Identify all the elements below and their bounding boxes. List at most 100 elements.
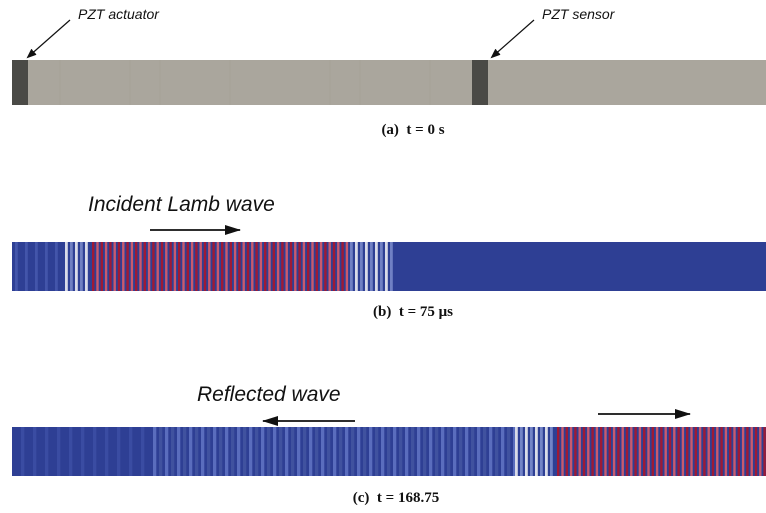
wave-stripe xyxy=(35,242,38,291)
wave-stripe xyxy=(289,242,293,291)
panel-c-graphic xyxy=(12,409,766,476)
wave-stripe xyxy=(677,427,680,476)
wave-stripe xyxy=(315,427,319,476)
wave-stripe xyxy=(612,427,616,476)
wave-stripe xyxy=(195,427,199,476)
wave-stripe xyxy=(238,242,241,291)
wave-stripe xyxy=(345,242,349,291)
wave-stripe xyxy=(638,427,642,476)
wave-stripe xyxy=(393,427,397,476)
wave-stripe xyxy=(246,242,250,291)
wave-stripe xyxy=(724,427,728,476)
wave-stripe xyxy=(273,427,277,476)
wave-stripe xyxy=(754,427,758,476)
wave-stripe xyxy=(411,427,415,476)
wave-stripe xyxy=(221,242,224,291)
plate-b xyxy=(12,242,766,291)
wave-stripe xyxy=(381,427,385,476)
wave-stripe xyxy=(199,242,202,291)
wave-stripe xyxy=(720,427,723,476)
wave-stripe xyxy=(483,427,487,476)
wave-stripe xyxy=(81,427,85,476)
wave-stripe xyxy=(183,427,187,476)
wave-stripe xyxy=(625,427,629,476)
wave-stripe xyxy=(268,242,271,291)
wave-stripe xyxy=(21,427,25,476)
wave-stripe xyxy=(57,427,61,476)
wave-stripe xyxy=(303,427,307,476)
wave-stripe xyxy=(311,242,314,291)
wave-stripe xyxy=(15,242,18,291)
wave-stripe xyxy=(385,242,388,291)
wave-stripe xyxy=(294,242,297,291)
wave-stripe xyxy=(375,242,378,291)
wave-stripe xyxy=(309,427,313,476)
wave-stripe xyxy=(535,427,538,476)
wave-stripe xyxy=(525,427,528,476)
wave-stripe xyxy=(207,427,211,476)
wave-stripe xyxy=(297,427,301,476)
wave-stripe xyxy=(231,427,235,476)
wave-stripe xyxy=(126,242,129,291)
wave-stripe xyxy=(173,242,177,291)
wave-stripe xyxy=(45,427,49,476)
wave-stripe xyxy=(233,242,237,291)
wave-stripe xyxy=(655,427,659,476)
wave-stripe xyxy=(355,242,358,291)
wave-stripe xyxy=(165,427,169,476)
wave-stripe xyxy=(100,242,103,291)
wave-stripe xyxy=(315,242,318,291)
wave-stripe xyxy=(169,242,172,291)
wave-stripe xyxy=(380,242,383,291)
wave-stripe xyxy=(328,242,331,291)
wave-stripe xyxy=(212,242,215,291)
wave-stripe xyxy=(660,427,663,476)
wave-stripe xyxy=(520,427,523,476)
wave-stripe xyxy=(459,427,463,476)
wave-stripe xyxy=(45,242,48,291)
wave-stripe xyxy=(489,427,493,476)
wave-stripe xyxy=(375,427,379,476)
wave-stripe xyxy=(279,427,283,476)
wave-stripe xyxy=(201,427,205,476)
wave-stripe xyxy=(332,242,336,291)
wave-stripe xyxy=(557,427,560,476)
wave-stripe xyxy=(390,242,393,291)
wave-stripe xyxy=(105,427,109,476)
wave-stripe xyxy=(208,242,211,291)
wave-stripe xyxy=(737,427,740,476)
wave-stripe xyxy=(587,427,590,476)
actuator-pointer-arrow xyxy=(26,19,71,59)
wave-stripe xyxy=(643,427,646,476)
wave-stripe xyxy=(152,242,155,291)
wave-stripe xyxy=(477,427,481,476)
wave-stripe xyxy=(698,427,702,476)
wave-stripe xyxy=(190,242,194,291)
wave-stripe xyxy=(600,427,603,476)
wave-stripe xyxy=(370,242,373,291)
wave-stripe xyxy=(264,242,267,291)
wave-stripe xyxy=(117,427,121,476)
incident-wave-label: Incident Lamb wave xyxy=(88,193,275,216)
incident-wave-stripes xyxy=(15,242,393,291)
wave-stripe xyxy=(203,242,207,291)
wave-stripe xyxy=(321,427,325,476)
wave-stripe xyxy=(307,242,310,291)
wave-stripe xyxy=(267,427,271,476)
wave-stripe xyxy=(143,242,146,291)
wave-stripe xyxy=(608,427,611,476)
wave-stripe xyxy=(324,242,327,291)
wave-stripe xyxy=(465,427,469,476)
wave-stripe xyxy=(259,242,263,291)
wave-stripe xyxy=(153,427,157,476)
wave-stripe xyxy=(70,242,73,291)
wave-stripe xyxy=(341,242,344,291)
wave-stripe xyxy=(690,427,693,476)
wave-stripe xyxy=(733,427,736,476)
wave-stripe xyxy=(225,427,229,476)
wave-stripe xyxy=(651,427,654,476)
wave-stripe xyxy=(156,242,159,291)
wave-stripe xyxy=(139,242,142,291)
wave-stripe xyxy=(750,427,753,476)
wave-stripe xyxy=(387,427,391,476)
